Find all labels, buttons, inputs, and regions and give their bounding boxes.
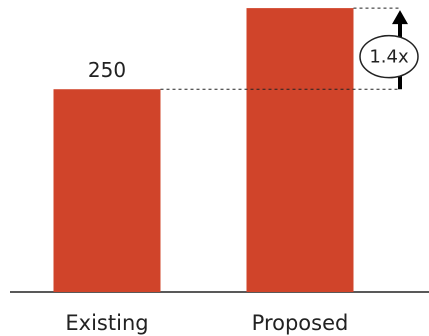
data-label-existing: 250: [88, 58, 126, 82]
ratio-ellipse: [359, 34, 419, 79]
bar-proposed: [246, 8, 354, 292]
bar-existing: [53, 89, 161, 292]
x-tick-label-proposed: Proposed: [252, 311, 349, 335]
x-tick-label-existing: Existing: [65, 311, 148, 335]
ratio-annotation: 1.4x: [369, 47, 409, 68]
arrow-head: [392, 10, 408, 25]
